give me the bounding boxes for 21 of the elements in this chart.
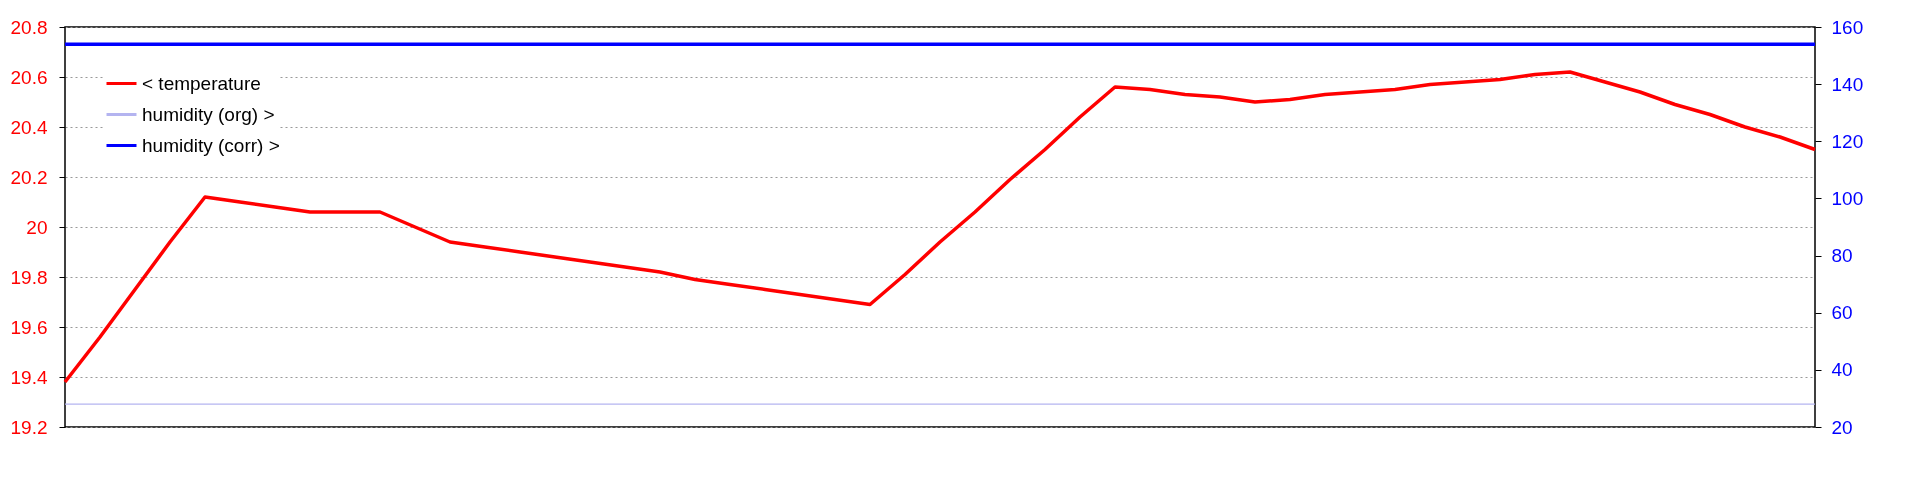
y2-tick-label: 40 [1831, 359, 1853, 381]
y-tick-label: 19.8 [10, 266, 48, 288]
y-tick-label: 19.4 [10, 366, 48, 388]
y-tick-label: 20.2 [10, 166, 48, 188]
legend-label: humidity (org) > [142, 103, 275, 125]
y-tick-label: 20.6 [10, 66, 48, 88]
y2-tick-label: 140 [1831, 73, 1864, 95]
y-tick-label: 20.4 [10, 116, 48, 138]
y2-tick-label: 60 [1831, 302, 1853, 324]
line-series [63, 70, 1817, 384]
legend-label: < temperature [142, 72, 261, 94]
y2-tick-label: 100 [1831, 187, 1864, 209]
y2-tick-label: 120 [1831, 130, 1864, 152]
legend-label: humidity (corr) > [142, 134, 280, 156]
y-tick-label: 19.6 [10, 316, 48, 338]
y2-tick-label: 80 [1831, 245, 1853, 267]
y-tick-label: 20 [26, 216, 48, 238]
y2-tick-label: 160 [1831, 16, 1864, 38]
y-tick-label: 19.2 [10, 416, 48, 438]
y2-tick-label: 20 [1831, 416, 1853, 438]
y-tick-label: 20.8 [10, 16, 48, 38]
